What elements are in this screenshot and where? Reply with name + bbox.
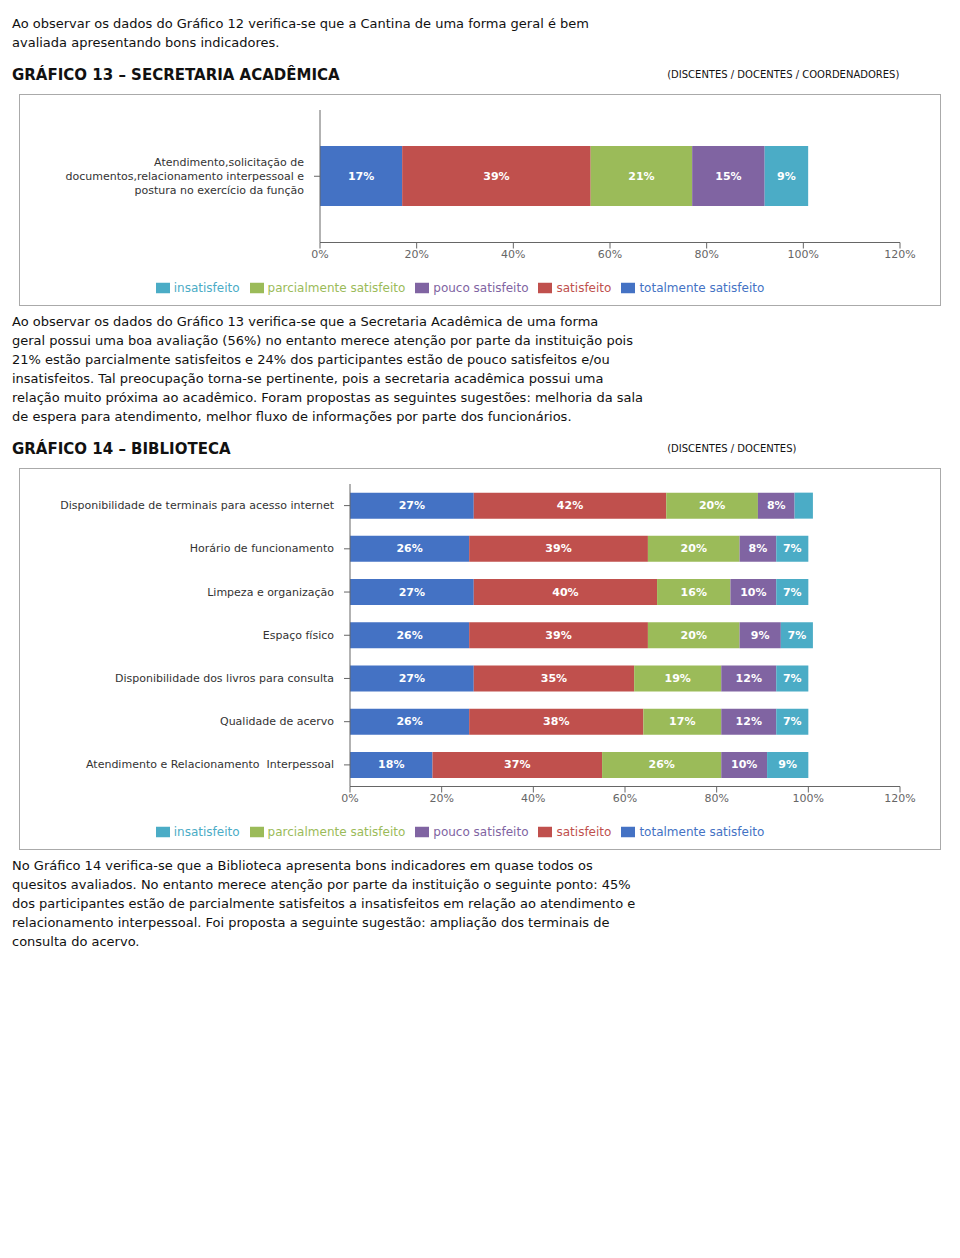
svg-text:15%: 15% <box>715 170 741 183</box>
svg-text:40%: 40% <box>552 586 578 599</box>
html-text:parcialmente satisfeito: parcialmente satisfeito <box>267 280 406 295</box>
svg-text:21%: 21% <box>628 170 654 183</box>
svg-text:20%: 20% <box>429 792 453 805</box>
svg-text:120%: 120% <box>884 248 915 261</box>
html-text:de espera para atendimento, me: de espera para atendimento, melhor fluxo… <box>12 409 572 424</box>
svg-text:10%: 10% <box>740 586 766 599</box>
svg-text:100%: 100% <box>793 792 824 805</box>
svg-text:16%: 16% <box>681 586 707 599</box>
svg-text:40%: 40% <box>501 248 525 261</box>
svg-text:7%: 7% <box>783 542 802 555</box>
svg-text:7%: 7% <box>788 629 807 642</box>
svg-text:17%: 17% <box>348 170 374 183</box>
svg-text:40%: 40% <box>521 792 545 805</box>
svg-text:8%: 8% <box>749 542 768 555</box>
svg-text:39%: 39% <box>545 542 571 555</box>
html-text:pouco satisfeito: pouco satisfeito <box>433 824 529 839</box>
svg-text:7%: 7% <box>783 715 802 728</box>
html-text:GRÁFICO 13 – SECRETARIA ACADÊM: GRÁFICO 13 – SECRETARIA ACADÊMICA <box>12 66 340 84</box>
svg-text:Atendimento,solicitação dedocu: Atendimento,solicitação dedocumentos,rel… <box>66 156 305 197</box>
svg-text:Horário de funcionamento: Horário de funcionamento <box>190 542 334 555</box>
svg-text:Limpeza e organização: Limpeza e organização <box>207 586 334 599</box>
svg-text:Atendimento e Relacionamento: Atendimento e Relacionamento Interpessoa… <box>86 758 334 771</box>
svg-text:120%: 120% <box>884 792 915 805</box>
html-text:21% estão parcialmente satisfe: 21% estão parcialmente satisfeitos e 24%… <box>12 352 610 367</box>
html-text:satisfeito: satisfeito <box>556 824 612 839</box>
svg-text:8%: 8% <box>767 499 786 512</box>
svg-text:26%: 26% <box>396 629 422 642</box>
svg-text:0%: 0% <box>341 792 358 805</box>
svg-text:26%: 26% <box>396 542 422 555</box>
svg-text:39%: 39% <box>545 629 571 642</box>
svg-text:100%: 100% <box>788 248 819 261</box>
svg-text:9%: 9% <box>751 629 770 642</box>
html-text:Ao observar os dados do Gráfic: Ao observar os dados do Gráfico 12 verif… <box>12 16 589 31</box>
svg-text:12%: 12% <box>736 715 762 728</box>
svg-text:20%: 20% <box>681 629 707 642</box>
html-text:(DISCENTES / DOCENTES): (DISCENTES / DOCENTES) <box>667 443 797 454</box>
html-text:relacionamento interpessoal. F: relacionamento interpessoal. Foi propost… <box>12 915 610 930</box>
svg-text:12%: 12% <box>736 672 762 685</box>
svg-text:80%: 80% <box>704 792 728 805</box>
svg-text:27%: 27% <box>399 672 425 685</box>
svg-text:35%: 35% <box>541 672 567 685</box>
svg-text:Espaço físico: Espaço físico <box>263 629 334 642</box>
svg-text:20%: 20% <box>681 542 707 555</box>
html-text:insatisfeito: insatisfeito <box>173 280 240 295</box>
svg-text:7%: 7% <box>783 586 802 599</box>
svg-text:42%: 42% <box>557 499 583 512</box>
svg-text:37%: 37% <box>504 758 530 771</box>
html-text:quesitos avaliados. No entanto: quesitos avaliados. No entanto merece at… <box>12 877 631 892</box>
html-text:geral possui uma boa avaliação: geral possui uma boa avaliação (56%) no … <box>12 333 633 348</box>
svg-text:19%: 19% <box>665 672 691 685</box>
html-text:avaliada apresentando bons ind: avaliada apresentando bons indicadores. <box>12 35 280 50</box>
svg-text:0%: 0% <box>311 248 328 261</box>
svg-text:60%: 60% <box>613 792 637 805</box>
svg-text:20%: 20% <box>404 248 428 261</box>
html-text:No Gráfico 14 verifica-se que: No Gráfico 14 verifica-se que a Bibliote… <box>12 858 593 873</box>
html-text:relação muito próxima ao acadê: relação muito próxima ao acadêmico. Fora… <box>12 390 644 405</box>
svg-text:Disponibilidade de terminais p: Disponibilidade de terminais para acesso… <box>60 499 334 512</box>
html-text:pouco satisfeito: pouco satisfeito <box>433 280 529 295</box>
html-text:totalmente satisfeito: totalmente satisfeito <box>639 280 765 295</box>
svg-text:9%: 9% <box>777 170 796 183</box>
svg-text:39%: 39% <box>483 170 509 183</box>
svg-text:27%: 27% <box>399 586 425 599</box>
html-text:Ao observar os dados do Gráfic: Ao observar os dados do Gráfico 13 verif… <box>12 314 599 329</box>
svg-text:Qualidade de acervo: Qualidade de acervo <box>220 715 334 728</box>
svg-text:27%: 27% <box>399 499 425 512</box>
html-text:parcialmente satisfeito: parcialmente satisfeito <box>267 824 406 839</box>
html-text:totalmente satisfeito: totalmente satisfeito <box>639 824 765 839</box>
svg-text:17%: 17% <box>669 715 695 728</box>
svg-text:Disponibilidade dos livros par: Disponibilidade dos livros para consulta <box>115 672 334 685</box>
svg-text:9%: 9% <box>778 758 797 771</box>
svg-text:10%: 10% <box>731 758 757 771</box>
html-text:(DISCENTES / DOCENTES / COORDE: (DISCENTES / DOCENTES / COORDENADORES) <box>667 69 900 80</box>
svg-text:60%: 60% <box>598 248 622 261</box>
svg-text:38%: 38% <box>543 715 569 728</box>
svg-text:26%: 26% <box>396 715 422 728</box>
html-text:GRÁFICO 14 – BIBLIOTECA: GRÁFICO 14 – BIBLIOTECA <box>12 440 231 458</box>
html-text:satisfeito: satisfeito <box>556 280 612 295</box>
html-text:consulta do acervo.: consulta do acervo. <box>12 934 140 949</box>
svg-text:18%: 18% <box>378 758 404 771</box>
html-text:insatisfeito: insatisfeito <box>173 824 240 839</box>
svg-text:7%: 7% <box>783 672 802 685</box>
html-text:insatisfeitos. Tal preocupação: insatisfeitos. Tal preocupação torna-se … <box>12 371 604 386</box>
svg-text:20%: 20% <box>699 499 725 512</box>
html-text:dos participantes estão de par: dos participantes estão de parcialmente … <box>12 896 636 911</box>
svg-text:26%: 26% <box>648 758 674 771</box>
svg-text:80%: 80% <box>694 248 718 261</box>
